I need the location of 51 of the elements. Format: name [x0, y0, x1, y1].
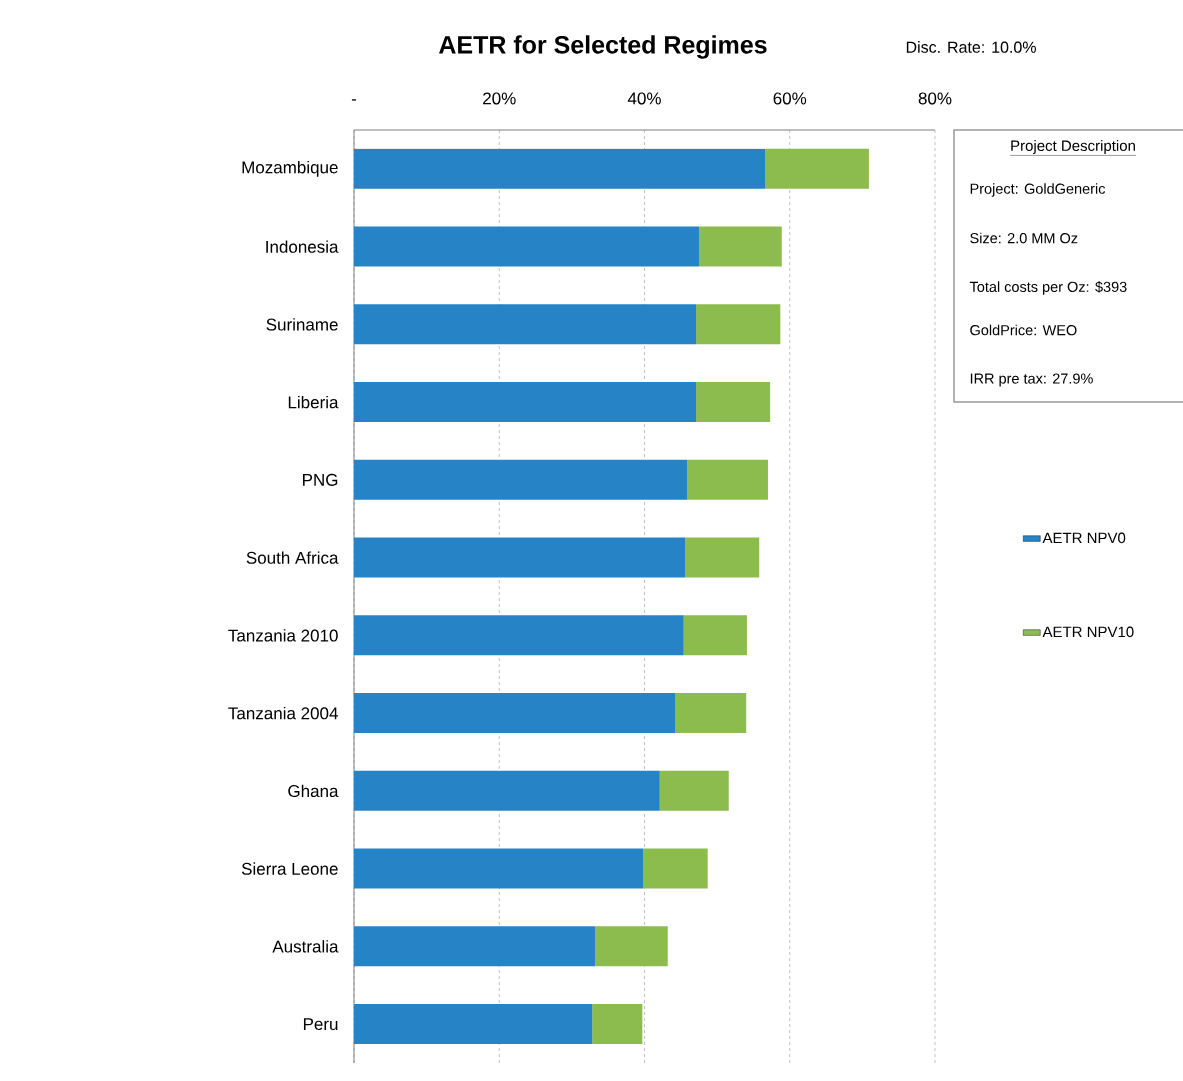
- y-tick-label: Indonesia: [266, 240, 339, 253]
- bar: [354, 848, 644, 889]
- bar: [354, 304, 697, 345]
- y-tick-label: Liberia: [288, 395, 339, 409]
- y-tick-label: South Africa: [246, 551, 339, 564]
- bar: [354, 1004, 593, 1045]
- x-tick-label: 80%: [918, 92, 952, 105]
- chart-title: AETR for Selected Regimes: [439, 35, 767, 59]
- bar: [354, 537, 686, 578]
- bar: [643, 848, 708, 889]
- y-tick-label: PNG: [303, 473, 338, 486]
- x-tick-label: 60%: [773, 92, 807, 105]
- x-tick-label: 20%: [483, 92, 516, 105]
- text: IRR pre tax: 27.9%: [970, 373, 1093, 387]
- text: GoldPrice: WEO: [970, 324, 1077, 336]
- y-tick-label: Australia: [272, 940, 339, 953]
- bar: [354, 693, 676, 734]
- bar: [685, 537, 760, 578]
- bar: [765, 148, 869, 189]
- y-tick-label: Mozambique: [242, 160, 338, 177]
- bar: [354, 226, 699, 267]
- y-tick-label: Tanzania 2010: [228, 629, 338, 642]
- bar: [354, 770, 660, 811]
- bar: [687, 459, 768, 500]
- text: Disc. Rate: 10.0%: [906, 41, 1036, 53]
- bar: [698, 226, 782, 267]
- x-tick-label: -: [351, 99, 357, 101]
- x-tick-label: 40%: [627, 92, 661, 105]
- bar: [354, 926, 596, 967]
- text: Total costs per Oz: $393: [969, 281, 1127, 295]
- y-tick-label: Ghana: [288, 784, 339, 798]
- bar: [354, 148, 766, 189]
- y-tick-label: Sierra Leone: [241, 862, 338, 875]
- bar: [659, 770, 729, 811]
- bar: [354, 382, 697, 423]
- bar: [683, 615, 747, 656]
- y-tick-label: Suriname: [266, 318, 338, 331]
- bar: [595, 926, 668, 967]
- y-tick-label: Peru: [303, 1018, 338, 1031]
- text: Project Description: [1011, 139, 1135, 154]
- bar: [696, 304, 781, 345]
- bar: [354, 615, 684, 656]
- legend-label: AETR NPV10: [1042, 626, 1134, 638]
- text: Project: GoldGeneric: [970, 183, 1106, 197]
- legend-label: AETR NPV0: [1042, 532, 1126, 544]
- y-tick-label: Tanzania 2004: [228, 706, 338, 720]
- bar: [592, 1004, 643, 1045]
- bar: [675, 693, 747, 734]
- text: Size: 2.0 MM Oz: [970, 232, 1078, 244]
- bar: [354, 459, 688, 500]
- bar: [696, 382, 771, 423]
